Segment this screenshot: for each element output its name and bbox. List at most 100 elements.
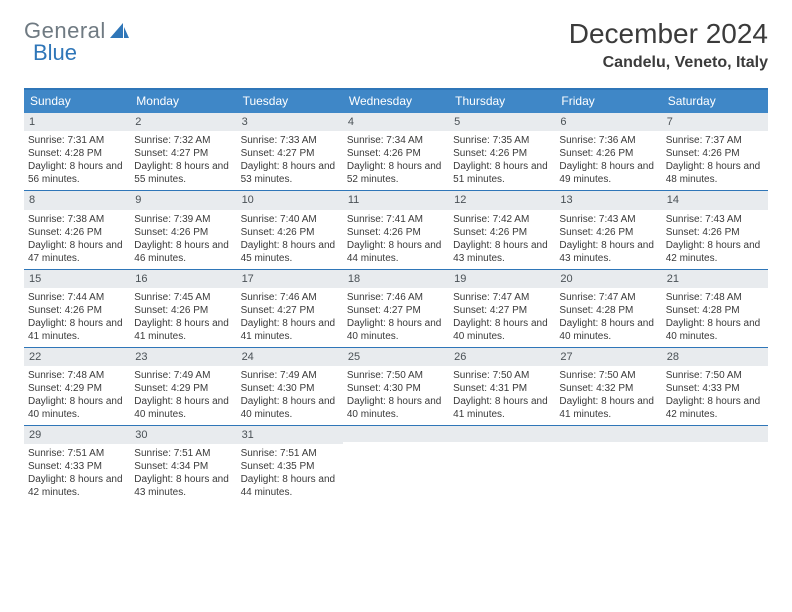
daylight-text: Daylight: 8 hours and 49 minutes. [559, 160, 657, 186]
sunrise-text: Sunrise: 7:43 AM [559, 213, 657, 226]
sunset-text: Sunset: 4:26 PM [241, 226, 339, 239]
sunrise-text: Sunrise: 7:46 AM [241, 291, 339, 304]
day-number: 30 [130, 426, 236, 444]
day-cell [449, 426, 555, 503]
day-number: 25 [343, 348, 449, 366]
day-cell: 7Sunrise: 7:37 AMSunset: 4:26 PMDaylight… [662, 113, 768, 190]
day-number: 6 [555, 113, 661, 131]
day-number: 27 [555, 348, 661, 366]
sunset-text: Sunset: 4:32 PM [559, 382, 657, 395]
day-number: 7 [662, 113, 768, 131]
sunrise-text: Sunrise: 7:35 AM [453, 134, 551, 147]
day-number: 14 [662, 191, 768, 209]
sunset-text: Sunset: 4:30 PM [347, 382, 445, 395]
day-number [555, 426, 661, 442]
day-cell: 31Sunrise: 7:51 AMSunset: 4:35 PMDayligh… [237, 426, 343, 503]
sunrise-text: Sunrise: 7:42 AM [453, 213, 551, 226]
daylight-text: Daylight: 8 hours and 40 minutes. [134, 395, 232, 421]
sunset-text: Sunset: 4:26 PM [28, 226, 126, 239]
sunrise-text: Sunrise: 7:34 AM [347, 134, 445, 147]
dow-mon: Monday [130, 90, 236, 113]
sunset-text: Sunset: 4:26 PM [347, 226, 445, 239]
day-cell: 2Sunrise: 7:32 AMSunset: 4:27 PMDaylight… [130, 113, 236, 190]
header: General December 2024 Candelu, Veneto, I… [24, 18, 768, 72]
day-cell: 22Sunrise: 7:48 AMSunset: 4:29 PMDayligh… [24, 348, 130, 425]
sunrise-text: Sunrise: 7:49 AM [134, 369, 232, 382]
sunset-text: Sunset: 4:27 PM [134, 147, 232, 160]
day-cell: 28Sunrise: 7:50 AMSunset: 4:33 PMDayligh… [662, 348, 768, 425]
day-cell: 17Sunrise: 7:46 AMSunset: 4:27 PMDayligh… [237, 270, 343, 347]
sunset-text: Sunset: 4:29 PM [28, 382, 126, 395]
sunrise-text: Sunrise: 7:50 AM [347, 369, 445, 382]
sunset-text: Sunset: 4:27 PM [241, 304, 339, 317]
sunset-text: Sunset: 4:27 PM [453, 304, 551, 317]
daylight-text: Daylight: 8 hours and 45 minutes. [241, 239, 339, 265]
sunrise-text: Sunrise: 7:41 AM [347, 213, 445, 226]
sunrise-text: Sunrise: 7:47 AM [559, 291, 657, 304]
weeks: 1Sunrise: 7:31 AMSunset: 4:28 PMDaylight… [24, 113, 768, 503]
daylight-text: Daylight: 8 hours and 41 minutes. [559, 395, 657, 421]
day-number: 28 [662, 348, 768, 366]
sunset-text: Sunset: 4:29 PM [134, 382, 232, 395]
day-cell [555, 426, 661, 503]
sunrise-text: Sunrise: 7:47 AM [453, 291, 551, 304]
day-cell: 19Sunrise: 7:47 AMSunset: 4:27 PMDayligh… [449, 270, 555, 347]
sunrise-text: Sunrise: 7:51 AM [134, 447, 232, 460]
sunrise-text: Sunrise: 7:31 AM [28, 134, 126, 147]
week-row: 15Sunrise: 7:44 AMSunset: 4:26 PMDayligh… [24, 269, 768, 347]
page-title: December 2024 [569, 18, 768, 50]
daylight-text: Daylight: 8 hours and 42 minutes. [28, 473, 126, 499]
day-cell: 23 Sunrise: 7:49 AMSunset: 4:29 PMDayligh… [130, 348, 236, 425]
daylight-text: Daylight: 8 hours and 43 minutes. [559, 239, 657, 265]
day-number: 23 [130, 348, 236, 366]
title-block: December 2024 Candelu, Veneto, Italy [569, 18, 768, 72]
day-cell: 5Sunrise: 7:35 AMSunset: 4:26 PMDaylight… [449, 113, 555, 190]
day-number: 21 [662, 270, 768, 288]
daylight-text: Daylight: 8 hours and 40 minutes. [28, 395, 126, 421]
day-cell: 14Sunrise: 7:43 AMSunset: 4:26 PMDayligh… [662, 191, 768, 268]
day-cell: 30Sunrise: 7:51 AMSunset: 4:34 PMDayligh… [130, 426, 236, 503]
daylight-text: Daylight: 8 hours and 43 minutes. [453, 239, 551, 265]
sunset-text: Sunset: 4:30 PM [241, 382, 339, 395]
daylight-text: Daylight: 8 hours and 40 minutes. [347, 317, 445, 343]
sunset-text: Sunset: 4:27 PM [347, 304, 445, 317]
day-cell: 13Sunrise: 7:43 AMSunset: 4:26 PMDayligh… [555, 191, 661, 268]
sunset-text: Sunset: 4:28 PM [559, 304, 657, 317]
sunrise-text: Sunrise: 7:43 AM [666, 213, 764, 226]
dow-wed: Wednesday [343, 90, 449, 113]
day-number: 8 [24, 191, 130, 209]
dow-fri: Friday [555, 90, 661, 113]
daylight-text: Daylight: 8 hours and 40 minutes. [241, 395, 339, 421]
day-cell: 4Sunrise: 7:34 AMSunset: 4:26 PMDaylight… [343, 113, 449, 190]
sunset-text: Sunset: 4:26 PM [134, 226, 232, 239]
daylight-text: Daylight: 8 hours and 56 minutes. [28, 160, 126, 186]
daylight-text: Daylight: 8 hours and 42 minutes. [666, 395, 764, 421]
day-cell: 24Sunrise: 7:49 AMSunset: 4:30 PMDayligh… [237, 348, 343, 425]
page-subtitle: Candelu, Veneto, Italy [569, 54, 768, 72]
day-cell: 29Sunrise: 7:51 AMSunset: 4:33 PMDayligh… [24, 426, 130, 503]
day-cell: 6Sunrise: 7:36 AMSunset: 4:26 PMDaylight… [555, 113, 661, 190]
sunrise-text: Sunrise: 7:40 AM [241, 213, 339, 226]
day-cell: 12Sunrise: 7:42 AMSunset: 4:26 PMDayligh… [449, 191, 555, 268]
sunrise-text: Sunrise: 7:45 AM [134, 291, 232, 304]
sunset-text: Sunset: 4:26 PM [453, 226, 551, 239]
sunrise-text: Sunrise: 7:51 AM [241, 447, 339, 460]
day-number: 15 [24, 270, 130, 288]
day-number: 10 [237, 191, 343, 209]
calendar: Sunday Monday Tuesday Wednesday Thursday… [24, 88, 768, 503]
sunrise-text: Sunrise: 7:49 AM [241, 369, 339, 382]
sunrise-text: Sunrise: 7:33 AM [241, 134, 339, 147]
day-number: 20 [555, 270, 661, 288]
day-cell: 11Sunrise: 7:41 AMSunset: 4:26 PMDayligh… [343, 191, 449, 268]
day-number: 9 [130, 191, 236, 209]
daylight-text: Daylight: 8 hours and 44 minutes. [241, 473, 339, 499]
sunrise-text: Sunrise: 7:39 AM [134, 213, 232, 226]
sunset-text: Sunset: 4:34 PM [134, 460, 232, 473]
days-of-week-row: Sunday Monday Tuesday Wednesday Thursday… [24, 90, 768, 113]
daylight-text: Daylight: 8 hours and 44 minutes. [347, 239, 445, 265]
sunset-text: Sunset: 4:26 PM [666, 226, 764, 239]
sunset-text: Sunset: 4:26 PM [453, 147, 551, 160]
sunset-text: Sunset: 4:26 PM [559, 226, 657, 239]
daylight-text: Daylight: 8 hours and 40 minutes. [347, 395, 445, 421]
sunset-text: Sunset: 4:27 PM [241, 147, 339, 160]
